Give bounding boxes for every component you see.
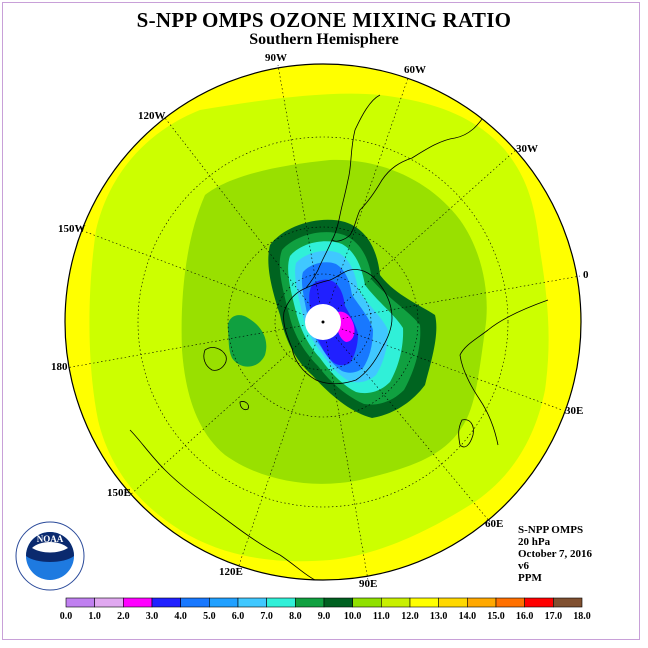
colorbar-tick-label: 17.0: [545, 611, 563, 622]
lon-label-30w: 30W: [516, 143, 538, 155]
info-instrument: S-NPP OMPS: [518, 524, 584, 536]
colorbar-swatch: [65, 597, 95, 608]
colorbar-swatch: [438, 597, 468, 608]
map-subtitle: Southern Hemisphere: [249, 31, 399, 48]
colorbar-swatch: [524, 597, 554, 608]
south-pole-dot: [321, 320, 325, 324]
info-units: PPM: [518, 572, 542, 584]
colorbar-swatch: [323, 597, 353, 608]
colorbar-tick-label: 12.0: [401, 611, 419, 622]
info-version: v6: [518, 560, 529, 572]
colorbar-tick-label: 4.0: [174, 611, 187, 622]
image-frame: [2, 2, 640, 640]
colorbar-swatch: [151, 597, 181, 608]
colorbar-tick-label: 2.0: [117, 611, 130, 622]
lon-label-60w: 60W: [404, 64, 426, 76]
meridian-120e: [237, 321, 324, 569]
meridian-90w: [277, 64, 324, 323]
map-outline: [64, 63, 582, 581]
colorbar-swatch: [94, 597, 124, 608]
antarctic-peninsula: [305, 239, 333, 289]
colorbar-tick-label: 16.0: [516, 611, 534, 622]
colorbar-tick-label: 11.0: [373, 611, 390, 622]
colorbar-swatch: [237, 597, 267, 608]
colorbar-tick-label: 7.0: [260, 611, 273, 622]
colorbar-swatch: [553, 597, 583, 608]
info-date: October 7, 2016: [518, 548, 593, 560]
lon-label-30e: 30E: [565, 405, 583, 417]
longitude-labels: 90W 60W 30W 0 30E 60E 90E 120E 150E 180 …: [51, 52, 589, 590]
africa-coast: [459, 299, 549, 446]
info-panel: S-NPP OMPS 20 hPa October 7, 2016 v6 PPM: [518, 524, 592, 584]
lon-label-150w: 150W: [58, 223, 86, 235]
colorbar-swatch: [123, 597, 153, 608]
australia-coast: [129, 429, 316, 580]
antarctica-coast: [283, 269, 393, 385]
latitude-circle-75: [274, 273, 372, 371]
colorbar-swatch: [467, 597, 497, 608]
colorbar-swatch: [352, 597, 382, 608]
colorbar-swatch: [180, 597, 210, 608]
colorbar-swatch: [266, 597, 296, 608]
meridian-30e: [322, 321, 563, 411]
noaa-logo-text: NOAA: [37, 534, 64, 544]
south-america-coast: [331, 94, 486, 242]
colorbar-tick-label: 3.0: [146, 611, 159, 622]
colorbar-tick-label: 18.0: [573, 611, 591, 622]
noaa-logo: NOAA: [15, 521, 85, 591]
lon-label-90w: 90W: [265, 52, 287, 64]
colorbar-tick-label: 13.0: [430, 611, 448, 622]
ozone-core-2-3: [337, 311, 355, 342]
colorbar-tick-label: 0.0: [60, 611, 73, 622]
colorbar-tick-label: 14.0: [459, 611, 477, 622]
latitude-circle-30: [137, 136, 509, 508]
map-title: S-NPP OMPS OZONE MIXING RATIO: [136, 8, 512, 32]
lon-label-90e: 90E: [359, 578, 377, 590]
meridian-120w: [164, 117, 324, 323]
lon-label-150e: 150E: [107, 487, 131, 499]
colorbar-tick-label: 15.0: [487, 611, 505, 622]
colorbar-tick-label: 5.0: [203, 611, 216, 622]
lon-label-120e: 120E: [219, 566, 243, 578]
lon-label-180: 180: [51, 361, 68, 373]
colorbar-swatch: [409, 597, 439, 608]
coastlines: [129, 94, 549, 580]
ozone-region-9-10-west: [227, 315, 267, 367]
graticule: [65, 64, 581, 581]
new-zealand: [203, 347, 227, 371]
lon-label-0: 0: [583, 269, 589, 281]
meridian-60w: [322, 77, 409, 323]
colorbar-tick-label: 8.0: [289, 611, 302, 622]
info-level: 20 hPa: [518, 536, 551, 548]
tasmania: [239, 401, 249, 410]
colorbar-swatch: [209, 597, 239, 608]
colorbar-tick-label: 10.0: [344, 611, 362, 622]
colorbar-tick-label: 1.0: [88, 611, 101, 622]
colorbar-swatch: [295, 597, 325, 608]
madagascar: [458, 419, 474, 448]
lon-label-120w: 120W: [138, 110, 166, 122]
colorbar: 0.0 1.0 2.0 3.0 4.0 5.0 6.0 7.0 8.0 9.0 10.0 11.0 12…: [60, 597, 591, 622]
colorbar-swatch: [381, 597, 411, 608]
colorbar-tick-label: 9.0: [318, 611, 331, 622]
colorbar-swatch: [495, 597, 525, 608]
lon-label-60e: 60E: [485, 518, 503, 530]
meridian-60e: [322, 321, 491, 523]
colorbar-tick-label: 6.0: [232, 611, 245, 622]
latitude-circle-60: [227, 226, 419, 418]
